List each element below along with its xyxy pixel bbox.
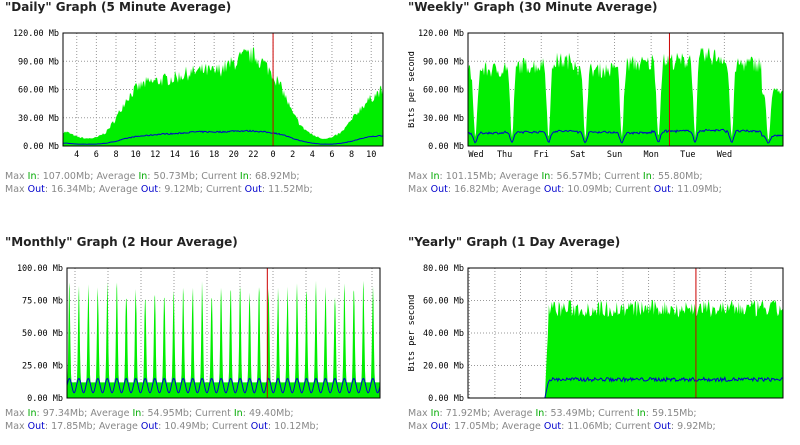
- weekly-stats-in-line: Max In: 101.15Mb; Average In: 56.57Mb; C…: [408, 171, 703, 182]
- y-axis-label: Bits per second: [408, 51, 417, 128]
- y-tick-label: 50.00 Mb: [22, 329, 63, 339]
- x-tick-label: Thu: [497, 150, 512, 160]
- yearly-stats-in-line: Max In: 71.92Mb; Average In: 53.49Mb; Cu…: [408, 408, 697, 419]
- daily-graph-panel: "Daily" Graph (5 Minute Average) 0.00 Mb…: [5, 0, 395, 210]
- monthly-stats-in-line: Max In: 97.34Mb; Average In: 54.95Mb; Cu…: [5, 408, 294, 419]
- y-tick-label: 0.00 Mb: [27, 394, 63, 401]
- weekly-graph-title: "Weekly" Graph (30 Minute Average): [408, 0, 658, 14]
- y-tick-label: 60.00 Mb: [423, 86, 464, 96]
- x-tick-label: Wed: [717, 150, 732, 160]
- x-tick-label: 0: [270, 150, 275, 160]
- y-tick-label: 0.00 Mb: [428, 394, 464, 401]
- x-tick-label: 6: [329, 150, 334, 160]
- out-traffic-line: [467, 128, 784, 144]
- y-tick-label: 75.00 Mb: [22, 297, 63, 307]
- daily-graph-title: "Daily" Graph (5 Minute Average): [5, 0, 232, 14]
- y-tick-label: 30.00 Mb: [423, 114, 464, 124]
- x-tick-label: 2: [290, 150, 295, 160]
- weekly-graph-chart: 0.00 Mb 30.00 Mb 60.00 Mb 90.00 Mb 120.00 Mb…: [408, 29, 784, 160]
- y-tick-label: 40.00 Mb: [423, 329, 464, 339]
- monthly-graph-panel: "Monthly" Graph (2 Hour Average) 0.00 Mb…: [5, 235, 395, 445]
- x-tick-label: 20: [229, 150, 239, 160]
- y-axis-label: Bits per second: [408, 295, 417, 372]
- yearly-graph-chart: 0.00 Mb 20.00 Mb 40.00 Mb 60.00 Mb 80.00 Mb B…: [408, 264, 784, 401]
- monthly-graph-chart: 0.00 Mb 25.00 Mb 50.00 Mb 75.00 Mb 100.00 Mb…: [17, 264, 381, 401]
- y-tick-label: 100.00 Mb: [17, 264, 63, 274]
- x-tick-label: 10: [366, 150, 376, 160]
- in-traffic-area: [63, 47, 383, 146]
- y-tick-label: 30.00 Mb: [18, 114, 59, 124]
- y-tick-label: 90.00 Mb: [423, 57, 464, 67]
- y-tick-label: 20.00 Mb: [423, 362, 464, 372]
- in-traffic-area: [67, 280, 380, 398]
- x-tick-label: Tue: [680, 150, 695, 160]
- plot-border: [62, 32, 384, 147]
- yearly-stats-out-line: Max Out: 17.05Mb; Average Out: 11.06Mb; …: [408, 421, 716, 432]
- y-tick-label: 25.00 Mb: [22, 362, 63, 372]
- monthly-stats-out-line: Max Out: 17.85Mb; Average Out: 10.49Mb; …: [5, 421, 319, 432]
- x-tick-label: 18: [209, 150, 219, 160]
- x-tick-label: 8: [349, 150, 354, 160]
- yearly-graph-stats: Max In: 71.92Mb; Average In: 53.49Mb; Cu…: [408, 407, 716, 433]
- x-tick-label: Sat: [570, 150, 585, 160]
- x-tick-label: Mon: [643, 150, 658, 160]
- x-tick-label: 12: [150, 150, 160, 160]
- plot-border: [467, 32, 784, 147]
- y-tick-label: 60.00 Mb: [18, 86, 59, 96]
- plot-border: [467, 267, 784, 399]
- x-tick-label: 4: [310, 150, 315, 160]
- x-tick-label: 10: [131, 150, 141, 160]
- plot-border: [66, 267, 381, 399]
- x-tick-label: Wed: [468, 150, 483, 160]
- out-traffic-line: [544, 376, 783, 399]
- daily-stats-out-line: Max Out: 16.34Mb; Average Out: 9.12Mb; C…: [5, 184, 313, 195]
- monthly-graph-stats: Max In: 97.34Mb; Average In: 54.95Mb; Cu…: [5, 407, 319, 433]
- y-tick-label: 120.00 Mb: [13, 29, 59, 39]
- daily-graph-stats: Max In: 107.00Mb; Average In: 50.73Mb; C…: [5, 170, 313, 196]
- weekly-graph-stats: Max In: 101.15Mb; Average In: 56.57Mb; C…: [408, 170, 722, 196]
- daily-graph-chart: 0.00 Mb 30.00 Mb 60.00 Mb 90.00 Mb 120.00 Mb…: [13, 29, 384, 160]
- out-traffic-line: [62, 129, 384, 145]
- x-tick-label: 8: [113, 150, 118, 160]
- x-tick-label: 16: [189, 150, 199, 160]
- x-tick-label: Fri: [534, 150, 549, 160]
- x-tick-label: 14: [170, 150, 180, 160]
- in-traffic-area: [468, 47, 783, 146]
- x-tick-label: 22: [248, 150, 258, 160]
- yearly-graph-title: "Yearly" Graph (1 Day Average): [408, 235, 621, 249]
- y-tick-label: 120.00 Mb: [418, 29, 464, 39]
- y-tick-label: 90.00 Mb: [18, 57, 59, 67]
- in-traffic-area: [544, 299, 783, 398]
- daily-stats-in-line: Max In: 107.00Mb; Average In: 50.73Mb; C…: [5, 171, 300, 182]
- out-traffic-line: [66, 377, 381, 394]
- y-tick-label: 60.00 Mb: [423, 297, 464, 307]
- weekly-stats-out-line: Max Out: 16.82Mb; Average Out: 10.09Mb; …: [408, 184, 722, 195]
- x-tick-label: Sun: [607, 150, 622, 160]
- x-tick-label: 4: [74, 150, 79, 160]
- x-tick-label: 6: [94, 150, 99, 160]
- yearly-graph-panel: "Yearly" Graph (1 Day Average) 0.00 Mb 20…: [408, 235, 798, 445]
- y-tick-label: 0.00 Mb: [23, 142, 59, 152]
- y-tick-label: 0.00 Mb: [428, 142, 464, 152]
- monthly-graph-title: "Monthly" Graph (2 Hour Average): [5, 235, 238, 249]
- weekly-graph-panel: "Weekly" Graph (30 Minute Average) 0.00 …: [408, 0, 798, 210]
- y-tick-label: 80.00 Mb: [423, 264, 464, 274]
